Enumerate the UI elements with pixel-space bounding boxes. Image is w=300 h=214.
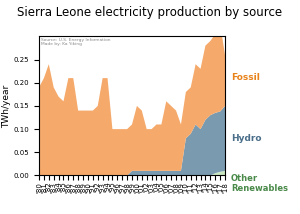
Text: Source: U.S. Energy Information
Made by: Ka Yiking: Source: U.S. Energy Information Made by:… <box>41 38 110 46</box>
Y-axis label: TWh/year: TWh/year <box>2 84 11 128</box>
Text: Sierra Leone electricity production by source: Sierra Leone electricity production by s… <box>17 6 283 19</box>
Text: Fossil: Fossil <box>231 73 260 82</box>
Text: Hydro: Hydro <box>231 134 262 143</box>
Text: Other
Renewables: Other Renewables <box>231 174 288 193</box>
